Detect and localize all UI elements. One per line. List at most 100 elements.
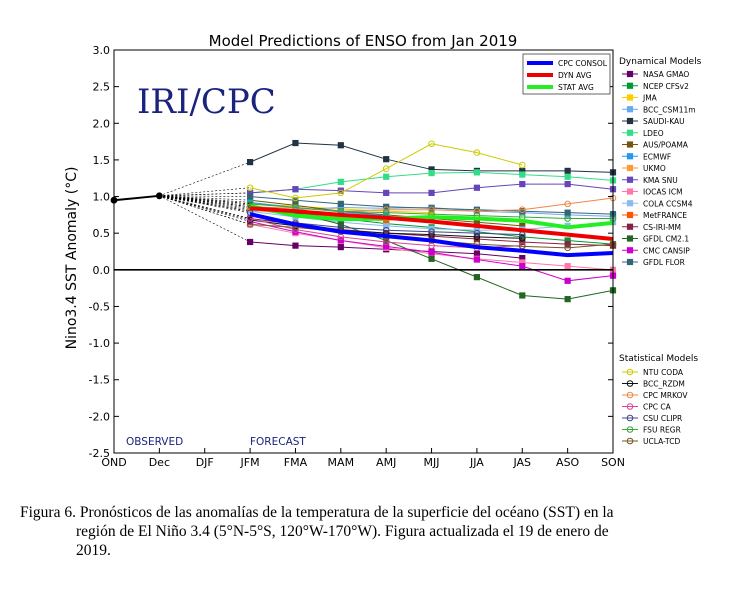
plot-frame xyxy=(113,49,614,454)
data-point xyxy=(292,194,299,202)
data-point xyxy=(337,200,344,207)
legend-marker xyxy=(626,176,634,183)
legend-label: UCLA-TCD xyxy=(643,437,680,446)
legend-marker xyxy=(626,153,634,160)
x-tick-label: Dec xyxy=(149,456,170,469)
legend-label: GFDL FLOR xyxy=(643,258,685,267)
legend-marker xyxy=(626,94,634,101)
data-point xyxy=(246,184,254,192)
y-tick-label: 3.0 xyxy=(93,44,111,57)
x-tick-label: MAM xyxy=(328,456,355,469)
legend-label: DYN AVG xyxy=(558,71,592,80)
data-point xyxy=(473,149,481,156)
legend-label: CMC CANSIP xyxy=(643,246,690,255)
connector-line xyxy=(159,195,251,212)
legend-label: GFDL CM2.1 xyxy=(643,235,689,244)
data-point xyxy=(246,221,254,228)
plot-area xyxy=(110,139,617,303)
data-point xyxy=(292,186,299,193)
data-point xyxy=(382,209,390,216)
data-point xyxy=(383,222,390,229)
x-tick-label: JJA xyxy=(469,456,484,469)
data-point xyxy=(428,140,435,148)
legend-marker xyxy=(626,368,634,376)
data-point xyxy=(473,233,481,241)
dyn-kma-snu-series xyxy=(159,180,617,197)
data-point xyxy=(292,242,299,249)
legend-label: BCC_RZDM xyxy=(643,380,685,389)
observed-line xyxy=(113,194,160,202)
legend-item-bcc-csm11m: BCC_CSM11m xyxy=(622,105,696,114)
connector-line xyxy=(159,195,251,197)
connector-line xyxy=(159,195,251,208)
data-point xyxy=(428,255,435,262)
legend-item-cpc-ca: CPC CA xyxy=(622,403,672,412)
legend-item-metfrance: MetFRANCE xyxy=(622,211,687,220)
legend-label: LDEO xyxy=(643,129,664,138)
iri-cpc-watermark: IRI/CPC xyxy=(137,82,276,122)
y-tick-label: 2.0 xyxy=(93,117,111,130)
data-point xyxy=(337,244,344,251)
legend-marker xyxy=(626,223,634,230)
legend-marker xyxy=(626,437,634,445)
connector-line xyxy=(159,195,251,206)
data-point xyxy=(337,142,344,149)
legend-item-gfdl-flor: GFDL FLOR xyxy=(622,258,685,267)
data-point xyxy=(564,277,571,284)
y-tick-label: -2.0 xyxy=(89,410,110,423)
data-point xyxy=(564,241,571,248)
series-line xyxy=(249,143,523,199)
cpc-consol-line xyxy=(249,212,614,258)
y-tick-label: 1.5 xyxy=(93,154,111,167)
legend-item-ldeo: LDEO xyxy=(622,129,664,138)
legend-label: CPC CA xyxy=(643,403,672,412)
dyn-gfdl-flor-series xyxy=(159,193,617,218)
dyn-saudi-kau-series xyxy=(159,139,617,197)
data-point xyxy=(246,193,254,200)
data-point xyxy=(519,171,526,178)
chart-title: Model Predictions of ENSO from Jan 2019 xyxy=(209,32,518,50)
data-point xyxy=(292,226,299,233)
legend-item-csu-clipr: CSU CLIPR xyxy=(622,414,682,423)
enso-chart: Model Predictions of ENSO from Jan 2019 … xyxy=(64,32,702,469)
data-point xyxy=(519,292,526,299)
legend-label: KMA SNU xyxy=(643,176,678,185)
legend-label: CSU CLIPR xyxy=(643,414,682,423)
data-point xyxy=(564,167,571,175)
legend-item-ntu-coda: NTU CODA xyxy=(622,368,684,377)
legend-label: CPC MRKOV xyxy=(643,391,688,400)
data-point xyxy=(564,263,571,270)
data-point xyxy=(337,237,344,244)
caption-line-1: Figura 6. Pronósticos de las anomalías d… xyxy=(20,504,614,521)
legend-marker xyxy=(626,211,634,219)
y-tick-label: -0.5 xyxy=(89,300,110,313)
connector-line xyxy=(159,195,251,243)
data-point xyxy=(518,206,526,214)
legend-item-ucla-tcd: UCLA-TCD xyxy=(622,437,680,446)
data-point xyxy=(382,165,390,173)
legend-item-cpc-mrkov: CPC MRKOV xyxy=(622,391,688,400)
data-point xyxy=(519,263,526,270)
x-tick-label: DJF xyxy=(196,456,214,469)
data-point xyxy=(518,161,526,169)
connector-line xyxy=(159,195,251,209)
connector-line xyxy=(159,195,251,201)
legend-label: NASA GMAO xyxy=(643,70,689,79)
legend-marker xyxy=(626,247,634,254)
data-point xyxy=(519,238,526,246)
legend-item-gfdl-cm2-1: GFDL CM2.1 xyxy=(622,235,689,244)
observed-label: OBSERVED xyxy=(126,436,183,448)
data-point xyxy=(473,207,481,215)
y-tick-label: 2.5 xyxy=(93,81,111,94)
dyn-avg-line xyxy=(249,206,614,242)
legend-label: FSU REGR xyxy=(643,426,681,435)
legend-marker xyxy=(626,403,634,410)
data-point xyxy=(564,296,571,303)
legend-label: NCEP CFSv2 xyxy=(643,82,689,91)
data-point xyxy=(428,169,435,177)
legend-marker xyxy=(626,106,634,113)
legend-marker xyxy=(626,141,634,148)
legend-item-aus-poama: AUS/POAMA xyxy=(622,141,689,150)
data-point xyxy=(564,244,571,252)
y-tick-label: -1.0 xyxy=(89,337,110,350)
